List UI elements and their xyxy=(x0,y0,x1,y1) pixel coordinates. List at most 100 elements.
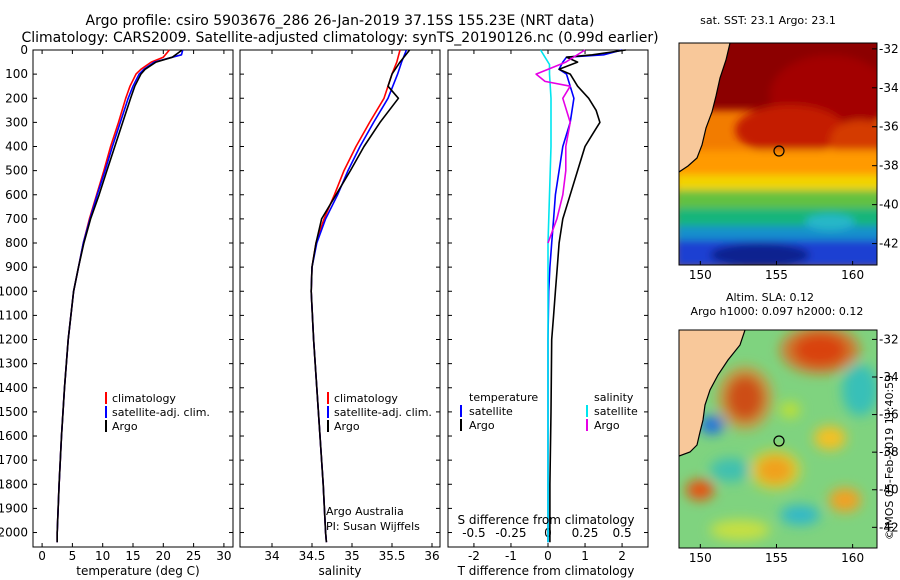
depth-tick-label: 200 xyxy=(5,91,28,105)
imos-credit: ©IMOS 05-Feb-2019 11:40:59 xyxy=(883,375,896,540)
lat-tick-label: -36 xyxy=(879,120,899,134)
depth-tick-label: 1400 xyxy=(0,381,28,395)
depth-axis: 0 100 200 300 400 500 600 700 800 900 1000 1100 1200… xyxy=(0,43,648,540)
x-tick-label: 20 xyxy=(156,549,171,563)
top-x-tick-label: -0.25 xyxy=(495,526,526,540)
difference-x-label: T difference from climatology xyxy=(457,564,635,578)
sst-map-title: sat. SST: 23.1 Argo: 23.1 xyxy=(700,14,836,27)
salinity-panel-frame xyxy=(239,49,441,548)
map-axes: -32 -34 -36 -38 -40 -42 150 155 160 -32 -34 -36 -38 -… xyxy=(689,42,899,565)
depth-tick-label: 1100 xyxy=(0,308,28,322)
top-x-tick-label: -0.5 xyxy=(462,526,485,540)
x-tick-label: 30 xyxy=(216,549,231,563)
x-tick-label: 2 xyxy=(618,549,626,563)
lon-tick-label: 150 xyxy=(689,268,712,282)
sla-map-frame xyxy=(678,329,878,549)
depth-tick-label: 300 xyxy=(5,115,28,129)
depth-tick-label: 1900 xyxy=(0,501,28,515)
sla-map-title-2: Argo h1000: 0.097 h2000: 0.12 xyxy=(691,305,864,318)
legend-argo: Argo xyxy=(112,420,138,433)
legend-satellite: satellite-adj. clim. xyxy=(334,406,432,419)
argo-position-marker xyxy=(773,145,785,157)
difference-top-label: S difference from climatology xyxy=(458,513,635,527)
x-tick-label: 5 xyxy=(69,549,77,563)
difference-plot: -2 -1 0 1 2-0.5 -0.25 0 0.25 0.5 xyxy=(462,49,632,563)
lon-tick-label: 160 xyxy=(841,268,864,282)
depth-tick-label: 500 xyxy=(5,164,28,178)
lon-tick-label: 155 xyxy=(765,551,788,565)
depth-tick-label: 1500 xyxy=(0,405,28,419)
lat-tick-label: -40 xyxy=(879,198,899,212)
lat-tick-label: -32 xyxy=(879,332,899,346)
lat-tick-label: -38 xyxy=(879,445,899,459)
depth-tick-label: 400 xyxy=(5,140,28,154)
legend-s-argo: Argo xyxy=(594,419,620,432)
series-line-argo xyxy=(310,49,411,543)
x-tick-label: 35 xyxy=(344,549,359,563)
title-line-2: Climatology: CARS2009. Satellite-adjuste… xyxy=(21,30,658,46)
sst-map xyxy=(679,43,877,265)
x-tick-label: 34.5 xyxy=(299,549,326,563)
legend-s-satellite: satellite xyxy=(594,405,638,418)
x-tick-label: 36 xyxy=(424,549,439,563)
salinity-x-label: salinity xyxy=(318,564,361,578)
depth-tick-label: 0 xyxy=(20,43,28,57)
land-mask xyxy=(679,330,745,456)
lat-tick-label: -34 xyxy=(879,370,899,384)
temperature-legend: climatology satellite-adj. clim. Argo xyxy=(105,392,210,433)
legend-temperature-title: temperature xyxy=(469,391,538,404)
lon-tick-label: 155 xyxy=(765,268,788,282)
salinity-plot: 34 34.5 35 35.5 36 xyxy=(264,49,440,563)
series-line-s-argo xyxy=(535,49,586,244)
temperature-panel-frame xyxy=(32,49,234,548)
argo-australia-note: Argo Australia xyxy=(326,505,404,518)
lat-tick-label: -38 xyxy=(879,159,899,173)
land-mask xyxy=(679,43,730,172)
legend-t-satellite: satellite xyxy=(469,405,513,418)
series-line-satellite-adj-clim- xyxy=(310,49,408,543)
series-line-argo xyxy=(56,49,183,543)
temperature-plot: 0 5 10 15 20 25 30 xyxy=(38,49,232,563)
sla-map xyxy=(679,330,877,548)
depth-tick-label: 1600 xyxy=(0,429,28,443)
temperature-x-label: temperature (deg C) xyxy=(76,564,199,578)
depth-tick-label: 100 xyxy=(5,67,28,81)
depth-tick-label: 1800 xyxy=(0,477,28,491)
x-tick-label: 25 xyxy=(186,549,201,563)
series-line-s-satellite xyxy=(539,49,552,543)
sst-map-frame xyxy=(678,42,878,266)
legend-argo: Argo xyxy=(334,420,360,433)
lon-tick-label: 150 xyxy=(689,551,712,565)
lat-tick-label: -42 xyxy=(879,237,899,251)
coastline xyxy=(679,330,746,457)
x-tick-label: 0 xyxy=(38,549,46,563)
salinity-legend: climatology satellite-adj. clim. Argo xyxy=(327,392,432,433)
coastline xyxy=(679,43,731,173)
x-tick-label: 1 xyxy=(581,549,589,563)
legend-t-argo: Argo xyxy=(469,419,495,432)
x-tick-label: 34 xyxy=(264,549,279,563)
top-x-tick-label: 0.5 xyxy=(613,526,632,540)
x-tick-label: -2 xyxy=(468,549,480,563)
argo-position-marker xyxy=(773,435,785,447)
sla-map-title-1: Altim. SLA: 0.12 xyxy=(726,291,814,304)
difference-legend: temperature satellite Argo salinity sate… xyxy=(460,391,638,432)
legend-satellite: satellite-adj. clim. xyxy=(112,406,210,419)
legend-salinity-title: salinity xyxy=(594,391,634,404)
title-line-1: Argo profile: csiro 5903676_286 26-Jan-2… xyxy=(86,13,595,29)
depth-tick-label: 900 xyxy=(5,260,28,274)
depth-tick-label: 1700 xyxy=(0,453,28,467)
legend-climatology: climatology xyxy=(112,392,176,405)
legend-climatology: climatology xyxy=(334,392,398,405)
series-line-climatology xyxy=(56,49,171,543)
x-tick-label: -1 xyxy=(505,549,517,563)
series-line-satellite-adj-clim- xyxy=(56,49,184,543)
lat-tick-label: -34 xyxy=(879,81,899,95)
lat-tick-label: -36 xyxy=(879,408,899,422)
lat-tick-label: -42 xyxy=(879,520,899,534)
x-tick-label: 0 xyxy=(544,549,552,563)
x-tick-label: 10 xyxy=(95,549,110,563)
lon-tick-label: 160 xyxy=(841,551,864,565)
lat-tick-label: -40 xyxy=(879,483,899,497)
